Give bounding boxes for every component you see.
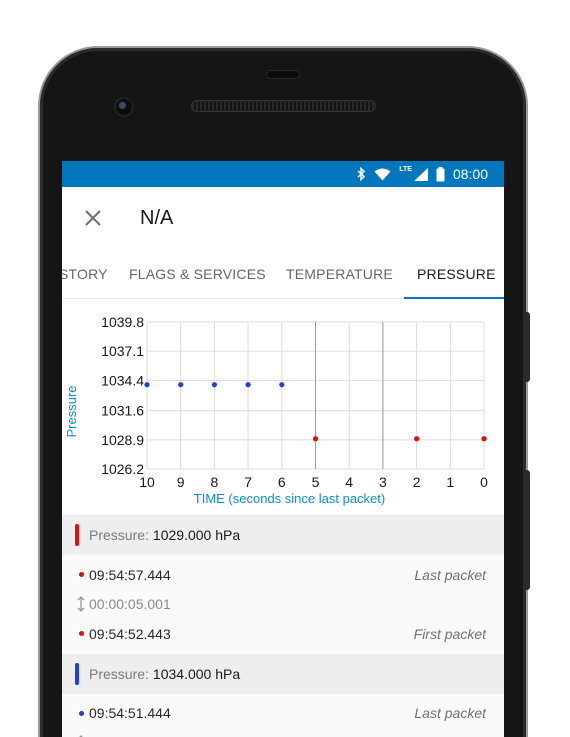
pressure-label: Pressure: (89, 527, 149, 543)
x-tick-label: 0 (480, 474, 488, 490)
y-tick-label: 1034.4 (101, 372, 144, 388)
y-tick-label: 1039.8 (101, 314, 144, 330)
screen: LTE 08:00 N/A STORY FLAGS & SERVICES TEM… (62, 161, 504, 737)
packet-duration: 00:00:05.001 (89, 596, 171, 613)
tab-flags-services[interactable]: FLAGS & SERVICES (129, 266, 266, 282)
network-type: LTE (399, 166, 412, 173)
data-point (279, 382, 285, 388)
first-packet-label: First packet (413, 625, 486, 642)
cell-signal-icon (413, 167, 428, 181)
last-packet-time: 09:54:57.444 (89, 566, 171, 583)
app-bar: N/A (62, 187, 504, 249)
blue-series-marker (75, 662, 79, 685)
list-spacer (62, 648, 504, 654)
list-item: 09:54:51.444 Last packet (62, 698, 504, 728)
vertical-arrows-icon (73, 734, 89, 737)
data-point (414, 436, 420, 442)
dot-icon (73, 710, 89, 716)
x-tick-label: 10 (139, 474, 155, 490)
x-tick-label: 5 (312, 474, 320, 490)
y-tick-label: 1028.9 (101, 432, 144, 448)
tab-temperature[interactable]: TEMPERATURE (286, 266, 393, 282)
data-point (481, 436, 487, 442)
x-axis-label: TIME (seconds since last packet) (194, 491, 385, 506)
data-point (312, 436, 319, 442)
page-title: N/A (140, 206, 174, 229)
y-tick-label: 1031.6 (101, 403, 144, 419)
power-button (524, 312, 530, 382)
earpiece-speaker (191, 100, 376, 112)
data-point (245, 382, 251, 388)
active-tab-indicator (404, 297, 504, 299)
x-tick-label: 7 (244, 474, 252, 490)
pressure-chart: 1039.8 1037.1 1034.4 1031.6 1028.9 1026.2 10 9 8… (62, 299, 504, 515)
list-item: 09:54:57.444 Last packet (62, 560, 504, 590)
x-tick-label: 4 (345, 474, 353, 490)
clock: 08:00 (452, 166, 488, 182)
tab-history[interactable]: STORY (62, 266, 108, 282)
wifi-icon (374, 168, 391, 181)
group-header-2[interactable]: Pressure: 1034.000 hPa (62, 653, 504, 694)
x-tick-label: 1 (446, 474, 454, 490)
sensor-slot (266, 70, 300, 79)
pressure-value: 1034.000 hPa (152, 665, 241, 682)
x-tick-label: 2 (413, 474, 421, 490)
list-spacer (62, 693, 504, 699)
x-tick-label: 6 (278, 474, 286, 490)
vertical-arrows-icon (73, 596, 89, 613)
bluetooth-icon (356, 167, 366, 181)
y-tick-label: 1037.1 (101, 343, 144, 359)
list-item: 00:00:08.005 (62, 728, 504, 737)
red-series-marker (75, 524, 79, 546)
pressure-value: 1029.000 hPa (152, 527, 241, 543)
pressure-label: Pressure: (89, 665, 149, 682)
first-packet-time: 09:54:52.443 (89, 625, 171, 642)
front-camera (114, 97, 134, 117)
list-item: 09:54:52.443 First packet (62, 619, 504, 649)
close-icon[interactable] (80, 205, 106, 231)
tab-pressure[interactable]: PRESSURE (417, 266, 496, 282)
packet-duration: 00:00:08.005 (89, 735, 171, 737)
packet-list: Pressure: 1029.000 hPa 09:54:57.444 Last… (62, 515, 504, 737)
last-packet-label: Last packet (414, 566, 486, 583)
group-header-1[interactable]: Pressure: 1029.000 hPa (62, 515, 504, 555)
y-tick-label: 1026.2 (101, 461, 144, 477)
y-axis-label: Pressure (64, 385, 79, 437)
dot-icon (73, 631, 89, 637)
dot-icon (73, 572, 89, 578)
list-item: 00:00:05.001 (62, 589, 504, 619)
last-packet-time: 09:54:51.444 (89, 705, 171, 722)
volume-button (524, 470, 530, 590)
list-spacer (62, 555, 504, 560)
data-point (211, 382, 217, 388)
tab-bar: STORY FLAGS & SERVICES TEMPERATURE PRESS… (62, 249, 504, 299)
last-packet-label: Last packet (414, 705, 486, 722)
status-bar: LTE 08:00 (62, 161, 504, 187)
x-tick-label: 9 (177, 474, 185, 490)
x-tick-label: 3 (379, 474, 387, 490)
x-tick-label: 8 (211, 474, 219, 490)
battery-icon (436, 166, 445, 182)
data-point (178, 382, 184, 388)
data-point (144, 382, 150, 388)
